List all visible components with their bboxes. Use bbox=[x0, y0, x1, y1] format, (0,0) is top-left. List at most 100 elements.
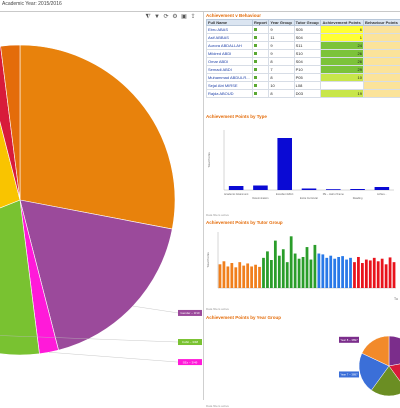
column-header[interactable]: Tutor Group bbox=[294, 20, 321, 26]
bar[interactable] bbox=[230, 263, 233, 288]
bar[interactable] bbox=[389, 257, 392, 288]
bar[interactable] bbox=[290, 236, 293, 288]
bar[interactable] bbox=[341, 256, 344, 288]
bar[interactable] bbox=[270, 260, 273, 288]
column-header[interactable]: Behaviour Points bbox=[363, 20, 400, 26]
bar[interactable] bbox=[219, 264, 222, 288]
bar[interactable] bbox=[349, 258, 352, 288]
student-name[interactable]: Omar ABDI bbox=[207, 58, 253, 66]
achievement-points: 10 bbox=[321, 74, 364, 82]
svg-text:Cubit – 3/48: Cubit – 3/48 bbox=[182, 340, 199, 344]
bar[interactable] bbox=[350, 189, 365, 190]
bar[interactable] bbox=[333, 259, 336, 288]
bar[interactable] bbox=[229, 186, 244, 190]
export-icon[interactable]: ⇪ bbox=[190, 14, 196, 20]
column-header[interactable]: Achievement Points bbox=[321, 20, 364, 26]
bar[interactable] bbox=[266, 251, 269, 288]
bar[interactable] bbox=[282, 249, 285, 288]
filter-icon[interactable]: ⧨ bbox=[145, 14, 151, 20]
flag-icon[interactable] bbox=[254, 60, 257, 63]
bar[interactable] bbox=[345, 260, 348, 288]
bar[interactable] bbox=[250, 266, 253, 288]
bar[interactable] bbox=[385, 264, 388, 288]
print-icon[interactable]: ▣ bbox=[181, 14, 187, 20]
refresh-icon[interactable]: ⟳ bbox=[163, 14, 169, 20]
flag-icon[interactable] bbox=[254, 76, 257, 79]
x-tick-label: Extra Curricular bbox=[300, 196, 318, 200]
student-name[interactable]: Sejal Abt MIRSE bbox=[207, 82, 253, 90]
student-name[interactable]: Aurora ABDALLAH bbox=[207, 42, 253, 50]
flag-icon[interactable] bbox=[254, 44, 257, 47]
pie-slice[interactable] bbox=[389, 336, 400, 366]
student-name[interactable]: Rajda ABOUD bbox=[207, 90, 253, 98]
bar[interactable] bbox=[238, 262, 241, 288]
bar[interactable] bbox=[329, 256, 332, 288]
bar[interactable] bbox=[277, 138, 292, 190]
bar[interactable] bbox=[246, 263, 249, 288]
flag-icon[interactable] bbox=[254, 52, 257, 55]
bar[interactable] bbox=[393, 262, 396, 288]
bar[interactable] bbox=[278, 256, 281, 288]
bar[interactable] bbox=[298, 259, 301, 288]
flag-icon[interactable] bbox=[254, 92, 257, 95]
bar[interactable] bbox=[361, 263, 364, 288]
bar[interactable] bbox=[353, 262, 356, 288]
bar[interactable] bbox=[223, 261, 226, 288]
bar[interactable] bbox=[262, 258, 265, 288]
column-header[interactable]: Year Group bbox=[269, 20, 294, 26]
bar[interactable] bbox=[326, 189, 341, 190]
bar[interactable] bbox=[242, 266, 245, 288]
bar[interactable] bbox=[253, 186, 268, 191]
student-name[interactable]: Ebru ABAS bbox=[207, 26, 253, 34]
student-name[interactable]: Muhammad ABDULR... bbox=[207, 74, 253, 82]
flag-icon[interactable] bbox=[254, 28, 257, 31]
bar[interactable] bbox=[317, 254, 320, 288]
bar[interactable] bbox=[365, 260, 368, 288]
settings-icon[interactable]: ⚙ bbox=[172, 14, 178, 20]
bar[interactable] bbox=[321, 254, 324, 288]
bar[interactable] bbox=[373, 258, 376, 288]
bar[interactable] bbox=[234, 267, 237, 288]
bar[interactable] bbox=[254, 265, 257, 288]
bar[interactable] bbox=[294, 254, 297, 288]
flag-icon[interactable] bbox=[254, 68, 257, 71]
bar[interactable] bbox=[375, 187, 390, 190]
bar[interactable] bbox=[302, 189, 317, 191]
bar[interactable] bbox=[306, 247, 309, 288]
student-name[interactable]: Semadi ABDI bbox=[207, 66, 253, 74]
student-name[interactable]: Mildred ABDI bbox=[207, 50, 253, 58]
bar[interactable] bbox=[286, 262, 289, 288]
bar[interactable] bbox=[369, 260, 372, 288]
bar[interactable] bbox=[310, 260, 313, 288]
student-name[interactable]: Asif ABBAS bbox=[207, 34, 253, 42]
bar[interactable] bbox=[302, 257, 305, 288]
bar[interactable] bbox=[274, 241, 277, 288]
bar[interactable] bbox=[381, 259, 384, 288]
bar[interactable] bbox=[227, 266, 230, 288]
pie-slice[interactable] bbox=[20, 45, 175, 229]
academic-year-label[interactable]: Academic Year: 2015/2016 bbox=[2, 1, 62, 7]
flag-icon[interactable] bbox=[254, 36, 257, 39]
flag-icon[interactable] bbox=[254, 84, 257, 87]
bar[interactable] bbox=[314, 245, 317, 288]
bar[interactable] bbox=[377, 261, 380, 288]
bar[interactable] bbox=[337, 257, 340, 288]
column-header[interactable]: Report bbox=[252, 20, 268, 26]
bar[interactable] bbox=[258, 267, 261, 288]
bar[interactable] bbox=[357, 257, 360, 288]
funnel-icon[interactable]: ▼ bbox=[154, 14, 160, 20]
bar[interactable] bbox=[325, 258, 328, 288]
